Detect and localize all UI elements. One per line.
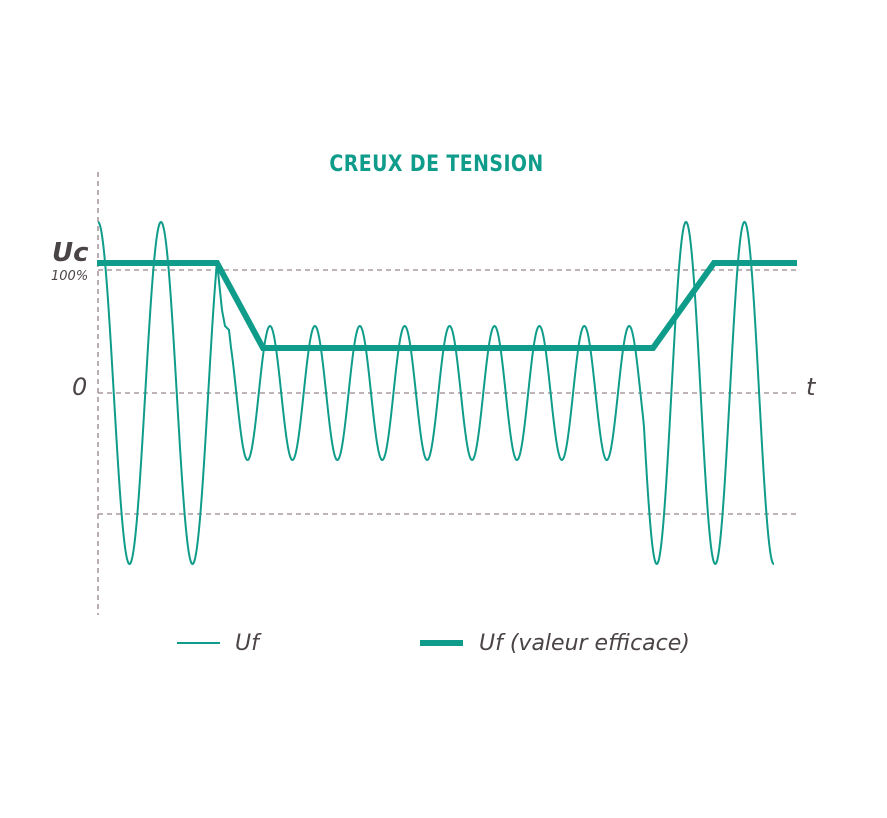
legend-label: Uf [235,630,259,656]
legend-swatch-thick-line [420,640,463,646]
legend: Uf Uf (valeur efficace) [0,626,887,662]
series-uf-line [97,220,775,566]
y-label-100-percent: 100% [51,269,89,284]
y-label-uc: Uc [52,238,89,268]
legend-label: Uf (valeur efficace) [479,630,690,656]
chart-title: CREUX DE TENSION [329,152,544,177]
gridlines [97,172,796,615]
x-label-t: t [806,373,816,401]
legend-item-uf: Uf [177,626,259,660]
legend-item-uf-rms: Uf (valeur efficace) [420,626,690,660]
series-uf-rms-line [97,260,797,351]
legend-swatch-thin-line [177,642,220,644]
y-label-zero: 0 [72,373,88,401]
